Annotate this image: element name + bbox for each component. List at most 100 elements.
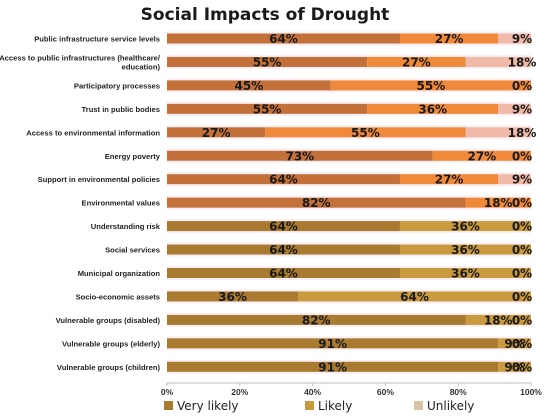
bar-segment — [399, 268, 531, 278]
bar-segment — [167, 197, 466, 208]
legend-swatch — [305, 401, 314, 410]
data-label: 55% — [253, 55, 282, 69]
data-label: 18% — [508, 55, 537, 69]
bar-segment — [330, 80, 531, 91]
data-label: 9% — [512, 173, 532, 187]
data-label: 64% — [269, 173, 298, 187]
data-label: 36% — [418, 102, 447, 116]
data-label: 0% — [512, 360, 532, 374]
category-label: Vulnerable groups (children) — [57, 363, 161, 372]
data-label: 9% — [504, 337, 524, 351]
category-label: Socio-economic assets — [76, 292, 160, 301]
x-tick-label: 20% — [231, 387, 248, 397]
category-label: Access to environmental information — [26, 128, 160, 137]
bar-segment — [167, 244, 400, 255]
data-label: 73% — [285, 149, 314, 163]
data-label: 0% — [512, 313, 532, 327]
data-label: 18% — [484, 196, 513, 210]
bar-segment — [367, 56, 466, 67]
x-tick-label: 60% — [377, 387, 394, 397]
data-label: 0% — [512, 337, 532, 351]
x-axis: 0% 20% 40% 60% 80% 100% — [161, 382, 542, 397]
data-label: 55% — [351, 126, 380, 140]
legend-label: Unlikely — [427, 399, 474, 413]
legend-label: Very likely — [177, 399, 239, 413]
data-label: 55% — [253, 102, 282, 116]
data-label: 64% — [269, 220, 298, 234]
data-labels: 64% 27% 9% 55% 27% 18% 45% 55% 0% 55% 36% 9% 27% 55% 1… — [202, 32, 537, 374]
bar-segment — [167, 103, 368, 114]
data-label: 27% — [467, 149, 496, 163]
data-label: 64% — [400, 290, 429, 304]
data-label: 82% — [302, 313, 331, 327]
category-label: Support in environmental policies — [38, 175, 160, 184]
data-label: 55% — [417, 79, 446, 93]
bar-segment — [265, 127, 466, 138]
bar-segment — [399, 33, 499, 44]
bar-segment — [367, 103, 499, 114]
data-label: 91% — [318, 337, 347, 351]
bar-segment — [498, 361, 531, 372]
category-label: Public infrastructure service levels — [34, 35, 160, 44]
category-label: Municipal organization — [78, 269, 161, 278]
data-label: 64% — [269, 243, 298, 257]
data-label: 36% — [451, 220, 480, 234]
data-label: 9% — [504, 360, 524, 374]
data-label: 0% — [512, 267, 532, 281]
chart-title: Social Impacts of Drought — [141, 5, 390, 25]
bar-segment — [167, 174, 400, 185]
data-label: 36% — [451, 267, 480, 281]
data-label: 0% — [512, 290, 532, 304]
bar-segment — [498, 33, 531, 44]
data-label: 0% — [512, 220, 532, 234]
data-label: 0% — [512, 79, 532, 93]
bar-segment — [399, 244, 531, 255]
bar-segment — [399, 174, 499, 185]
x-tick-label: 0% — [161, 387, 174, 397]
data-label: 64% — [269, 267, 298, 281]
bar-segment — [498, 338, 531, 349]
bar-segment — [167, 361, 499, 372]
category-label: Access to public infrastructures (health… — [0, 53, 161, 71]
x-tick-label: 100% — [520, 387, 542, 397]
bar-segment — [167, 291, 299, 302]
bar-segment — [465, 197, 531, 208]
data-label: 64% — [269, 32, 298, 46]
data-label: 91% — [318, 360, 347, 374]
data-label: 9% — [512, 32, 532, 46]
data-label: 82% — [302, 196, 331, 210]
bar-segment — [167, 33, 400, 44]
bar-segment — [167, 56, 368, 67]
data-label: 36% — [451, 243, 480, 257]
legend-label: Likely — [318, 399, 352, 413]
bar-segment — [432, 150, 531, 161]
data-label: 45% — [235, 79, 264, 93]
category-label: Trust in public bodies — [82, 105, 160, 114]
x-tick-label: 80% — [450, 387, 467, 397]
category-label: Social services — [105, 246, 160, 255]
bar-segment — [498, 103, 531, 114]
bar-segment — [465, 127, 531, 138]
bar-segment — [465, 56, 531, 67]
x-tick-label: 40% — [304, 387, 321, 397]
category-labels: Public infrastructure service levels Acce… — [0, 35, 161, 372]
bar-segment — [399, 221, 531, 232]
data-label: 0% — [512, 196, 532, 210]
bar-segment — [167, 268, 400, 278]
bar-segment — [167, 314, 466, 325]
bar-segment — [498, 174, 531, 185]
bar-segment — [167, 127, 266, 138]
data-label: 27% — [435, 32, 464, 46]
bars — [167, 31, 531, 374]
data-label: 27% — [402, 55, 431, 69]
data-label: 18% — [484, 313, 513, 327]
category-label: Participatory processes — [74, 81, 160, 90]
category-label: Environmental values — [82, 199, 161, 208]
category-label: Vulnerable groups (disabled) — [56, 316, 161, 325]
data-label: 18% — [508, 126, 537, 140]
category-label: Vulnerable groups (elderly) — [62, 339, 161, 348]
data-label: 0% — [512, 243, 532, 257]
bar-segment — [167, 80, 331, 91]
bar-segment — [167, 338, 499, 349]
